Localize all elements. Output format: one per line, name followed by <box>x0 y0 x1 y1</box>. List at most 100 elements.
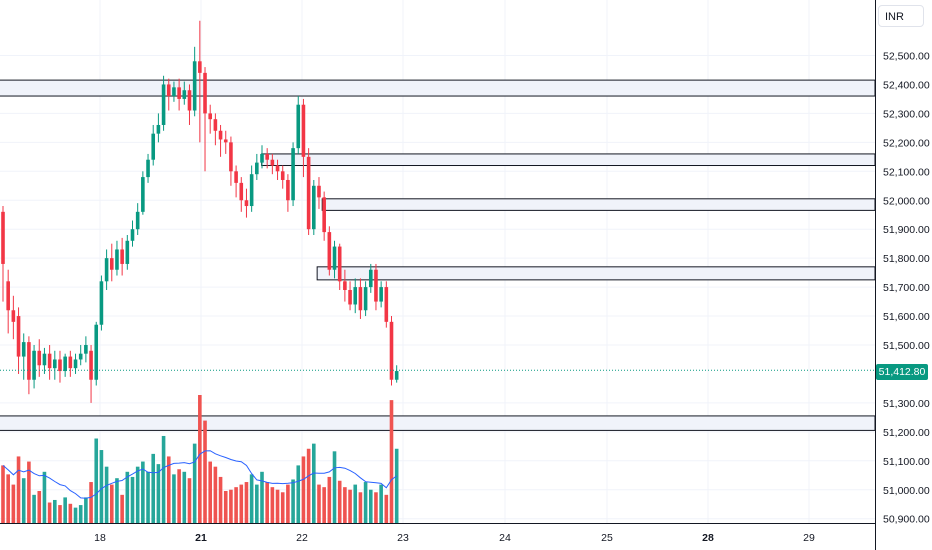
price-axis-labels: 52,500.00 52,400.00 52,300.00 52,200.00 52,1… <box>883 51 930 526</box>
candle-body <box>301 104 306 157</box>
volume-bar <box>94 438 99 523</box>
candle-body <box>11 310 16 322</box>
candle-body <box>312 185 316 230</box>
candle-body <box>156 124 161 134</box>
price-tick-label: 51,000.00 <box>883 485 930 497</box>
price-tick-label: 52,200.00 <box>883 137 930 149</box>
volume-bar <box>291 479 295 523</box>
volume-bar <box>244 482 249 523</box>
candle-body <box>198 61 202 73</box>
volume-bar <box>177 469 181 523</box>
candle-body <box>322 197 326 233</box>
time-tick-label: 29 <box>803 532 815 544</box>
price-tick-label: 52,100.00 <box>883 166 930 178</box>
volume-bar <box>223 491 228 523</box>
candle-body <box>379 287 383 302</box>
supply-demand-zones <box>0 79 876 431</box>
candle-body <box>1 211 5 264</box>
volume-bar <box>58 505 62 523</box>
volume-bar <box>306 448 311 523</box>
candle-body <box>182 90 187 99</box>
candle-body <box>99 281 104 325</box>
candle-body <box>89 350 93 380</box>
candle-body <box>146 159 150 178</box>
volume-bar <box>229 489 233 523</box>
candle-body <box>363 287 368 311</box>
last-price-tag: 51,412.80 <box>876 364 928 380</box>
volume-bar <box>146 471 150 523</box>
time-tick-label: 23 <box>397 532 409 544</box>
candle-body <box>21 342 26 357</box>
candle-body <box>244 200 249 207</box>
candle-body <box>135 211 140 230</box>
candle-body <box>161 84 166 125</box>
candle-body <box>286 179 290 201</box>
volume-bar <box>384 494 389 523</box>
volume-bar <box>255 484 259 523</box>
candle-body <box>291 148 295 201</box>
volume-bar <box>130 476 135 523</box>
candle-body <box>213 119 218 131</box>
volume-bar <box>89 482 93 523</box>
volume-bar <box>192 443 197 523</box>
price-tick-label: 51,800.00 <box>883 253 930 265</box>
candle-body <box>218 130 223 140</box>
time-tick-label: 22 <box>296 532 308 544</box>
time-tick-label: 18 <box>94 532 106 544</box>
volume-bar <box>125 471 130 523</box>
candle-body <box>27 342 31 380</box>
volume-bar <box>16 456 21 523</box>
zone-rectangle <box>0 415 876 431</box>
volume-bar <box>187 478 192 523</box>
volume-bar <box>198 395 202 523</box>
volume-bar <box>78 505 83 523</box>
candle-body <box>223 139 228 143</box>
volume-bar <box>260 471 264 523</box>
candle-body <box>389 321 394 380</box>
volume-bar <box>358 492 363 523</box>
volume-bar <box>53 499 57 523</box>
volume-bar <box>73 507 78 523</box>
candle-body <box>327 232 332 270</box>
volume-bar <box>11 484 16 523</box>
candle-body <box>172 87 176 97</box>
volume-bar <box>327 476 332 523</box>
candle-body <box>78 353 83 360</box>
volume-bar <box>182 471 187 523</box>
volume-bar <box>312 443 316 523</box>
volume-bar <box>317 484 321 523</box>
volume-bar <box>337 480 342 523</box>
candle-body <box>32 350 36 380</box>
price-tick-label: 51,300.00 <box>883 398 930 410</box>
volume-bar <box>115 478 119 523</box>
price-tick-label: 52,000.00 <box>883 195 930 207</box>
candle-body <box>16 316 21 357</box>
candle-body <box>208 113 212 120</box>
volume-bar <box>394 448 399 523</box>
candle-body <box>192 61 197 111</box>
volume-bar <box>301 456 306 523</box>
volume-bar <box>322 487 326 523</box>
volume-bar <box>84 497 88 523</box>
volume-bar <box>249 474 254 523</box>
candle-body <box>187 90 192 111</box>
volume-bar <box>172 474 176 523</box>
zone-rectangle <box>0 79 876 97</box>
volume-bar <box>218 476 223 523</box>
candle-body <box>42 353 47 366</box>
price-tick-label: 51,900.00 <box>883 224 930 236</box>
candle-body <box>63 356 67 372</box>
volume-bar <box>265 482 269 523</box>
candle-body <box>296 104 301 149</box>
candle-body <box>384 287 389 322</box>
candle-body <box>58 359 62 372</box>
currency-selector[interactable]: INR <box>878 5 924 27</box>
volume-bar <box>68 503 73 523</box>
candle-body <box>37 350 42 366</box>
candle-body <box>280 171 285 180</box>
zone-rectangle <box>321 198 876 211</box>
candle-body <box>203 72 207 114</box>
volume-bar <box>156 464 161 523</box>
volume-bar <box>353 484 358 523</box>
